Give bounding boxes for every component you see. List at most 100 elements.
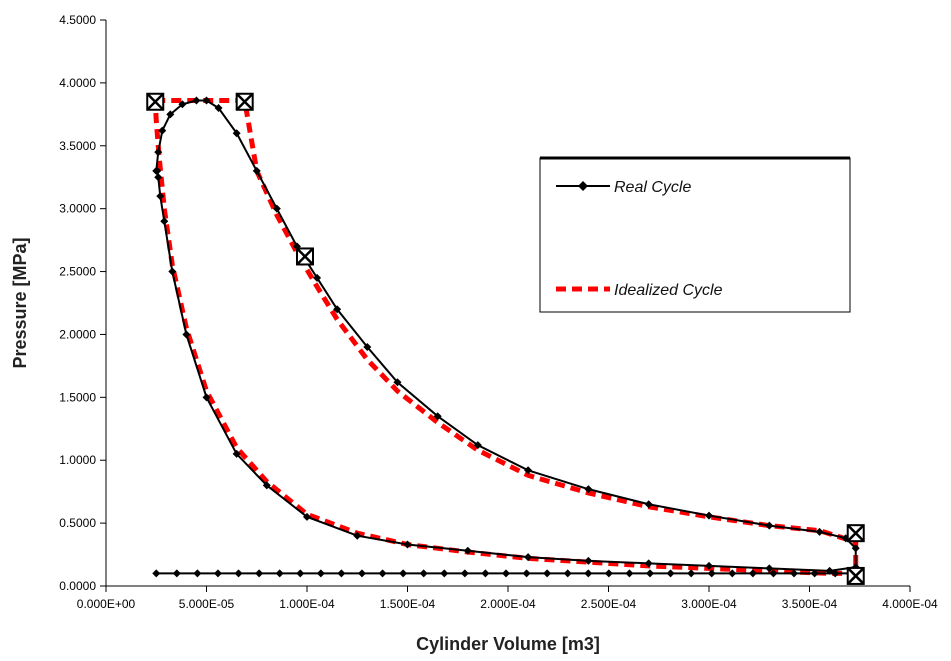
baseline-point (357, 569, 366, 578)
real-cycle-point (705, 511, 713, 520)
y-tick-label: 3.0000 (59, 202, 96, 216)
real-cycle-point (524, 466, 533, 475)
plot-area (146, 92, 865, 585)
real-cycle-point (363, 343, 372, 352)
baseline-point (193, 569, 202, 578)
baseline-point (748, 569, 757, 578)
baseline-point (563, 569, 572, 578)
baseline-point (646, 569, 655, 578)
real-cycle-point (353, 531, 362, 540)
baseline-point (440, 569, 449, 578)
cycle-markers (146, 92, 865, 585)
baseline-point (543, 569, 552, 578)
real-cycle-point (463, 546, 472, 555)
real-cycle-point (584, 485, 593, 494)
real-cycle-point (473, 441, 482, 450)
baseline-point (152, 569, 161, 578)
baseline-point (172, 569, 181, 578)
baseline-point (790, 569, 799, 578)
real-cycle-point (765, 521, 774, 530)
y-tick-label: 1.0000 (59, 453, 96, 467)
real-cycle-point (232, 129, 241, 138)
y-ticks: 0.0000 0.5000 1.0000 1.5000 2.0000 2.5000 3.00… (59, 13, 106, 593)
real-cycle-point (168, 267, 177, 276)
x-box-marker (235, 92, 254, 111)
x-box-marker (295, 247, 314, 266)
baseline-point (666, 569, 675, 578)
baseline-point (337, 569, 346, 578)
real-cycle-point (262, 481, 271, 490)
real-cycle-point (166, 110, 175, 119)
real-cycle-point (851, 544, 860, 553)
y-tick-label: 3.5000 (59, 139, 96, 153)
legend-ideal-label: Idealized Cycle (614, 282, 723, 299)
x-box-cross (235, 92, 254, 111)
baseline-point (296, 569, 305, 578)
real-cycle-point (158, 126, 167, 135)
legend-real-marker (578, 181, 588, 191)
x-box-cross (846, 567, 865, 585)
real-cycle-point (393, 378, 402, 387)
real-cycle-line (155, 99, 857, 572)
x-tick-label: 3.500E-04 (782, 597, 838, 611)
real-cycle-point (815, 527, 824, 536)
real-cycle-point (313, 273, 322, 282)
y-tick-label: 4.0000 (59, 76, 96, 90)
real-cycle-point (333, 305, 342, 314)
baseline-point (728, 569, 737, 578)
real-cycle-point (182, 330, 191, 339)
y-tick-label: 2.0000 (59, 327, 96, 341)
x-box-marker (146, 92, 165, 111)
real-cycle-point (644, 500, 653, 509)
baseline-point (707, 569, 716, 578)
real-cycle-point (154, 173, 163, 182)
baseline-point (255, 569, 264, 578)
real-cycle-points (152, 96, 860, 575)
real-cycle-point (252, 166, 261, 175)
x-tick-label: 0.000E+00 (77, 597, 136, 611)
baseline-point (213, 569, 222, 578)
x-box-cross (296, 247, 314, 266)
baseline-point (419, 569, 428, 578)
x-tick-label: 1.500E-04 (380, 597, 436, 611)
x-ticks: 0.000E+00 5.000E-05 1.000E-04 1.500E-04 2.00… (77, 586, 938, 611)
real-cycle-point (160, 217, 169, 226)
y-tick-label: 0.5000 (59, 516, 96, 530)
real-cycle-point (156, 192, 165, 201)
baseline-point (769, 569, 778, 578)
baseline-point (481, 569, 490, 578)
x-tick-label: 4.000E-04 (882, 597, 938, 611)
real-cycle-point (232, 449, 241, 458)
baseline-point (460, 569, 469, 578)
real-cycle-point (272, 204, 281, 213)
baseline-point (604, 569, 613, 578)
real-cycle-point (433, 412, 442, 421)
y-tick-label: 1.5000 (59, 390, 96, 404)
x-axis-title: Cylinder Volume [m3] (416, 634, 600, 654)
baseline-point (522, 569, 531, 578)
y-axis-title: Pressure [MPa] (10, 237, 30, 368)
x-box-cross (146, 92, 165, 111)
real-cycle-point (705, 561, 713, 570)
real-cycle-point (214, 104, 223, 113)
x-tick-label: 3.000E-04 (681, 597, 737, 611)
real-cycle-point (153, 166, 162, 175)
baseline-point (810, 569, 819, 578)
baseline-point (234, 569, 243, 578)
x-box-marker (846, 566, 865, 585)
baseline-point (378, 569, 387, 578)
x-tick-label: 2.500E-04 (581, 597, 637, 611)
real-cycle-point (202, 393, 211, 402)
legend: Real Cycle Idealized Cycle (539, 156, 851, 313)
real-cycle-point (765, 564, 774, 573)
x-tick-label: 1.000E-04 (279, 597, 335, 611)
real-cycle-point (192, 96, 201, 105)
x-tick-label: 2.000E-04 (480, 597, 536, 611)
real-cycle-point (403, 540, 412, 549)
baseline-point (275, 569, 284, 578)
real-cycle-point (154, 148, 163, 157)
idealized-cycle-line (152, 97, 859, 576)
baseline-point (831, 569, 840, 578)
baseline-point (316, 569, 325, 578)
real-cycle-point (178, 100, 187, 109)
